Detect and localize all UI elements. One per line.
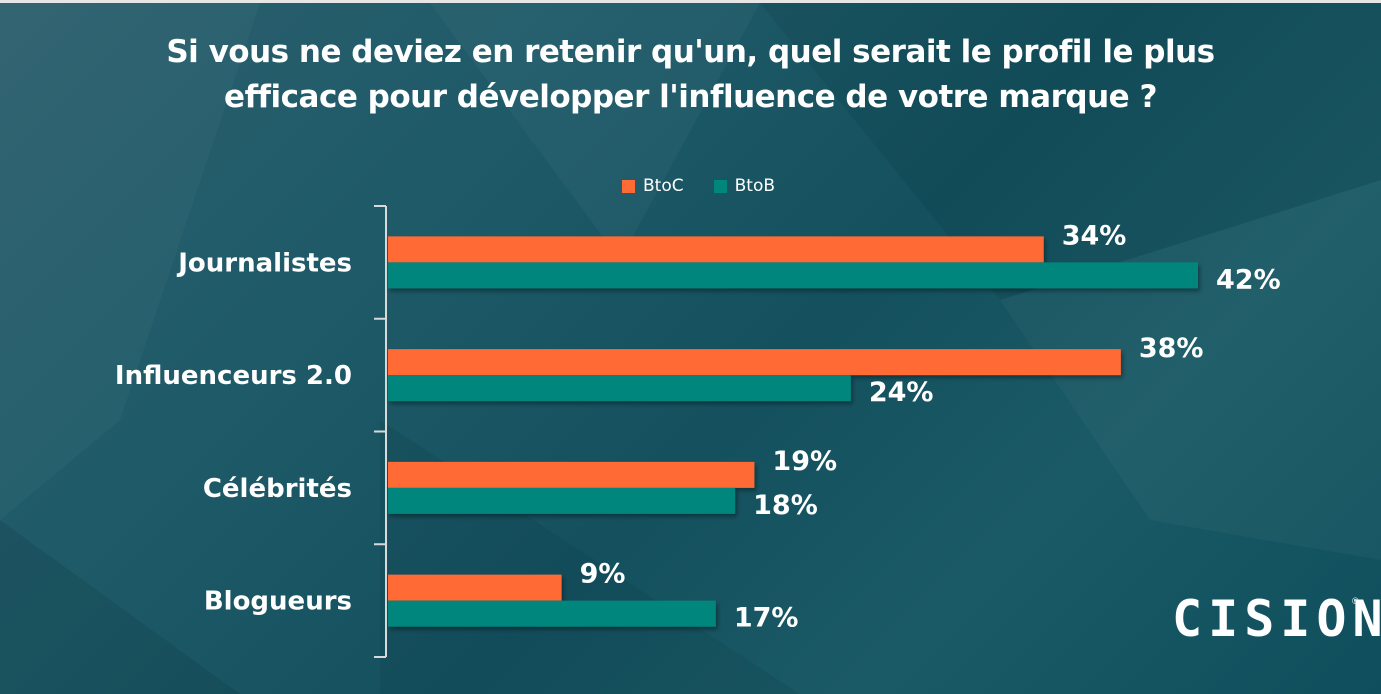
bar-btob (388, 375, 851, 402)
chart-title: Si vous ne deviez en retenir qu'un, quel… (0, 30, 1381, 120)
bar-btob (388, 262, 1198, 289)
legend-swatch-btoc (622, 179, 635, 193)
cision-logo: CISION (1172, 590, 1381, 648)
data-label: 38% (1139, 333, 1204, 364)
bar-btoc (388, 461, 755, 488)
title-line-1: Si vous ne deviez en retenir qu'un, quel… (166, 34, 1215, 70)
data-label: 17% (734, 603, 799, 634)
bar-btob (388, 600, 716, 627)
top-border (0, 0, 1381, 3)
bar-btoc (388, 349, 1121, 376)
category-label: Journalistes (176, 248, 352, 278)
registered-mark: ® (1352, 596, 1359, 606)
legend-item-btob: BtoB (713, 176, 776, 196)
data-label: 19% (772, 446, 837, 477)
category-label: Influenceurs 2.0 (115, 361, 352, 391)
legend-item-btoc: BtoC (622, 176, 684, 196)
bar-btoc (388, 574, 562, 601)
legend-label-btoc: BtoC (643, 176, 684, 196)
category-label: Célébrités (203, 474, 352, 504)
legend-swatch-btob (713, 179, 727, 193)
data-label: 9% (580, 559, 626, 590)
category-label: Blogueurs (204, 587, 352, 617)
data-label: 24% (869, 377, 934, 408)
legend: BtoC BtoB (622, 176, 775, 196)
bar-btoc (388, 236, 1044, 263)
data-label: 18% (753, 490, 818, 521)
logo-text: CISION (1172, 590, 1381, 648)
data-label: 34% (1062, 220, 1127, 251)
legend-label-btob: BtoB (734, 176, 776, 196)
title-line-2: efficace pour développer l'influence de … (224, 79, 1157, 115)
bar-btob (388, 487, 736, 514)
data-label: 42% (1216, 264, 1281, 295)
